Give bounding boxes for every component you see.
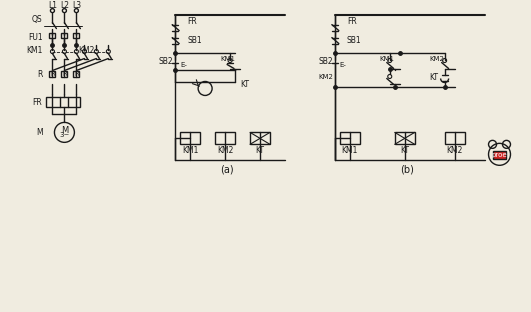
Text: R: R [50,71,55,77]
Text: KM1: KM1 [380,56,395,61]
Text: FU1: FU1 [28,33,42,42]
Text: KM2: KM2 [217,146,233,155]
Text: SB1: SB1 [347,36,362,45]
Text: proe: proe [492,152,507,158]
Text: 3~: 3~ [59,132,70,138]
Text: KT: KT [400,146,409,155]
Bar [46,97,80,107]
Bar [215,132,235,144]
Bar [493,151,507,159]
Text: E-: E- [340,61,347,67]
Bar [49,32,55,37]
Bar [340,132,360,144]
Text: L2: L2 [60,1,69,10]
Bar [62,71,67,77]
Text: R: R [74,71,79,77]
Text: SB1: SB1 [187,36,202,45]
Text: KM2: KM2 [318,75,333,80]
Text: KM1: KM1 [220,56,235,61]
Text: KM1: KM1 [341,146,358,155]
Bar [73,32,80,37]
Text: M: M [61,126,68,135]
Bar [73,71,80,77]
Text: (b): (b) [400,164,414,174]
Text: SB2: SB2 [159,57,173,66]
Text: KT: KT [255,146,264,155]
Text: FR: FR [187,17,197,26]
Text: KM2: KM2 [447,146,463,155]
Text: L3: L3 [72,1,81,10]
Text: (a): (a) [220,164,234,174]
Text: KM2: KM2 [430,56,444,61]
Text: E-: E- [180,61,187,67]
Text: KT: KT [430,73,439,82]
Bar [49,71,55,77]
Bar [180,132,200,144]
Bar [444,132,465,144]
Text: KM1: KM1 [182,146,199,155]
Text: R: R [62,71,67,77]
Text: KM1: KM1 [26,46,42,55]
Text: M: M [36,128,42,137]
Bar [395,132,415,144]
Text: R: R [37,70,42,79]
Bar [250,132,270,144]
Text: KT: KT [240,80,249,89]
Text: SB2: SB2 [318,57,333,66]
Text: L1: L1 [48,1,57,10]
Text: QS: QS [32,15,42,24]
Text: KM2: KM2 [79,46,95,55]
Text: FR: FR [33,98,42,107]
Text: FR: FR [347,17,357,26]
Bar [62,32,67,37]
